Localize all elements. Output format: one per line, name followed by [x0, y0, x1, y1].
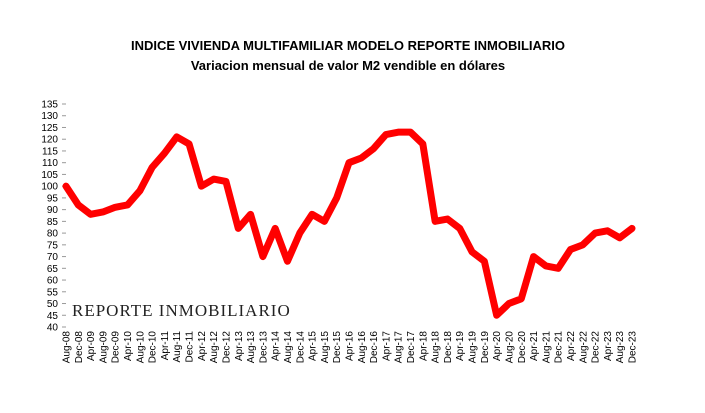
x-tick-label: Apr-16: [345, 331, 356, 361]
x-tick-label: Dec-15: [332, 331, 343, 364]
x-tick-label: Apr-09: [86, 331, 97, 361]
x-tick-label: Aug-10: [135, 331, 146, 364]
x-tick-label: Apr-18: [418, 331, 429, 361]
chart-title: INDICE VIVIENDA MULTIFAMILIAR MODELO REP…: [131, 38, 565, 53]
x-tick-label: Dec-22: [591, 331, 602, 364]
x-tick-label: Apr-17: [381, 331, 392, 361]
y-tick-label: 75: [47, 240, 59, 251]
x-tick-label: Apr-13: [234, 331, 245, 361]
y-tick-label: 50: [47, 299, 59, 310]
y-tick-label: 70: [47, 252, 59, 263]
x-tick-label: Aug-14: [283, 331, 294, 364]
x-tick-label: Aug-21: [541, 331, 552, 364]
x-tick-label: Apr-23: [603, 331, 614, 361]
x-tick-label: Aug-12: [209, 331, 220, 364]
x-tick-label: Aug-19: [468, 331, 479, 364]
x-tick-label: Dec-09: [111, 331, 122, 364]
y-tick-label: 125: [41, 123, 58, 134]
x-tick-label: Aug-20: [504, 331, 515, 364]
x-tick-label: Dec-08: [74, 331, 85, 364]
x-tick-label: Apr-21: [529, 331, 540, 361]
y-tick-label: 90: [47, 205, 59, 216]
line: [62, 128, 636, 319]
y-tick-label: 80: [47, 229, 59, 240]
x-tick-label: Dec-23: [628, 331, 639, 364]
x-tick-label: Dec-19: [480, 331, 491, 364]
y-tick-label: 100: [41, 182, 58, 193]
x-tick-label: Dec-17: [406, 331, 417, 364]
x-tick-label: Aug-22: [578, 331, 589, 364]
watermark: REPORTE INMOBILIARIO: [72, 301, 291, 320]
y-tick-label: 95: [47, 193, 59, 204]
y-tick-label: 110: [42, 158, 58, 169]
x-tick-label: Dec-14: [295, 331, 306, 364]
x-tick-label: Dec-12: [221, 331, 232, 364]
x-tick-label: Aug-08: [62, 331, 73, 364]
x-tick-label: Apr-14: [271, 331, 282, 361]
y-tick-label: 135: [41, 100, 58, 111]
y-tick-label: 105: [41, 170, 58, 181]
x-tick-label: Dec-18: [443, 331, 454, 364]
chart-subtitle: Variacion mensual de valor M2 vendible e…: [191, 58, 505, 73]
x-tick-label: Aug-13: [246, 331, 257, 364]
y-tick-label: 65: [47, 264, 59, 275]
y-tick-label: 55: [47, 287, 59, 298]
x-tick-label: Dec-21: [554, 331, 565, 364]
x-tick-label: Aug-23: [615, 331, 626, 364]
x-tick-label: Dec-20: [517, 331, 528, 364]
x-tick-label: Apr-12: [197, 331, 208, 361]
x-tick-label: Aug-15: [320, 331, 331, 364]
x-tick-label: Dec-10: [148, 331, 159, 364]
x-tick-label: Apr-20: [492, 331, 503, 361]
x-tick-label: Aug-18: [431, 331, 442, 364]
y-tick-label: 45: [47, 311, 59, 322]
x-tick-label: Apr-11: [160, 331, 171, 361]
x-tick-label: Aug-17: [394, 331, 405, 364]
y-tick-label: 85: [47, 217, 59, 228]
y-tick-label: 130: [41, 111, 58, 122]
x-tick-label: Aug-09: [98, 331, 109, 364]
y-tick-label: 115: [42, 146, 58, 157]
x-tick-label: Dec-13: [258, 331, 269, 364]
x-tick-label: Apr-10: [123, 331, 134, 361]
y-tick-label: 120: [41, 135, 58, 146]
y-tick-label: 60: [47, 276, 59, 287]
x-tick-label: Apr-15: [308, 331, 319, 361]
x-tick-label: Dec-11: [185, 331, 196, 363]
x-tick-label: Aug-11: [172, 331, 183, 363]
y-tick-label: 40: [47, 323, 59, 334]
x-tick-label: Aug-16: [357, 331, 368, 364]
x-tick-label: Apr-22: [566, 331, 577, 361]
x-tick-label: Apr-19: [455, 331, 466, 361]
x-tick-label: Dec-16: [369, 331, 380, 364]
